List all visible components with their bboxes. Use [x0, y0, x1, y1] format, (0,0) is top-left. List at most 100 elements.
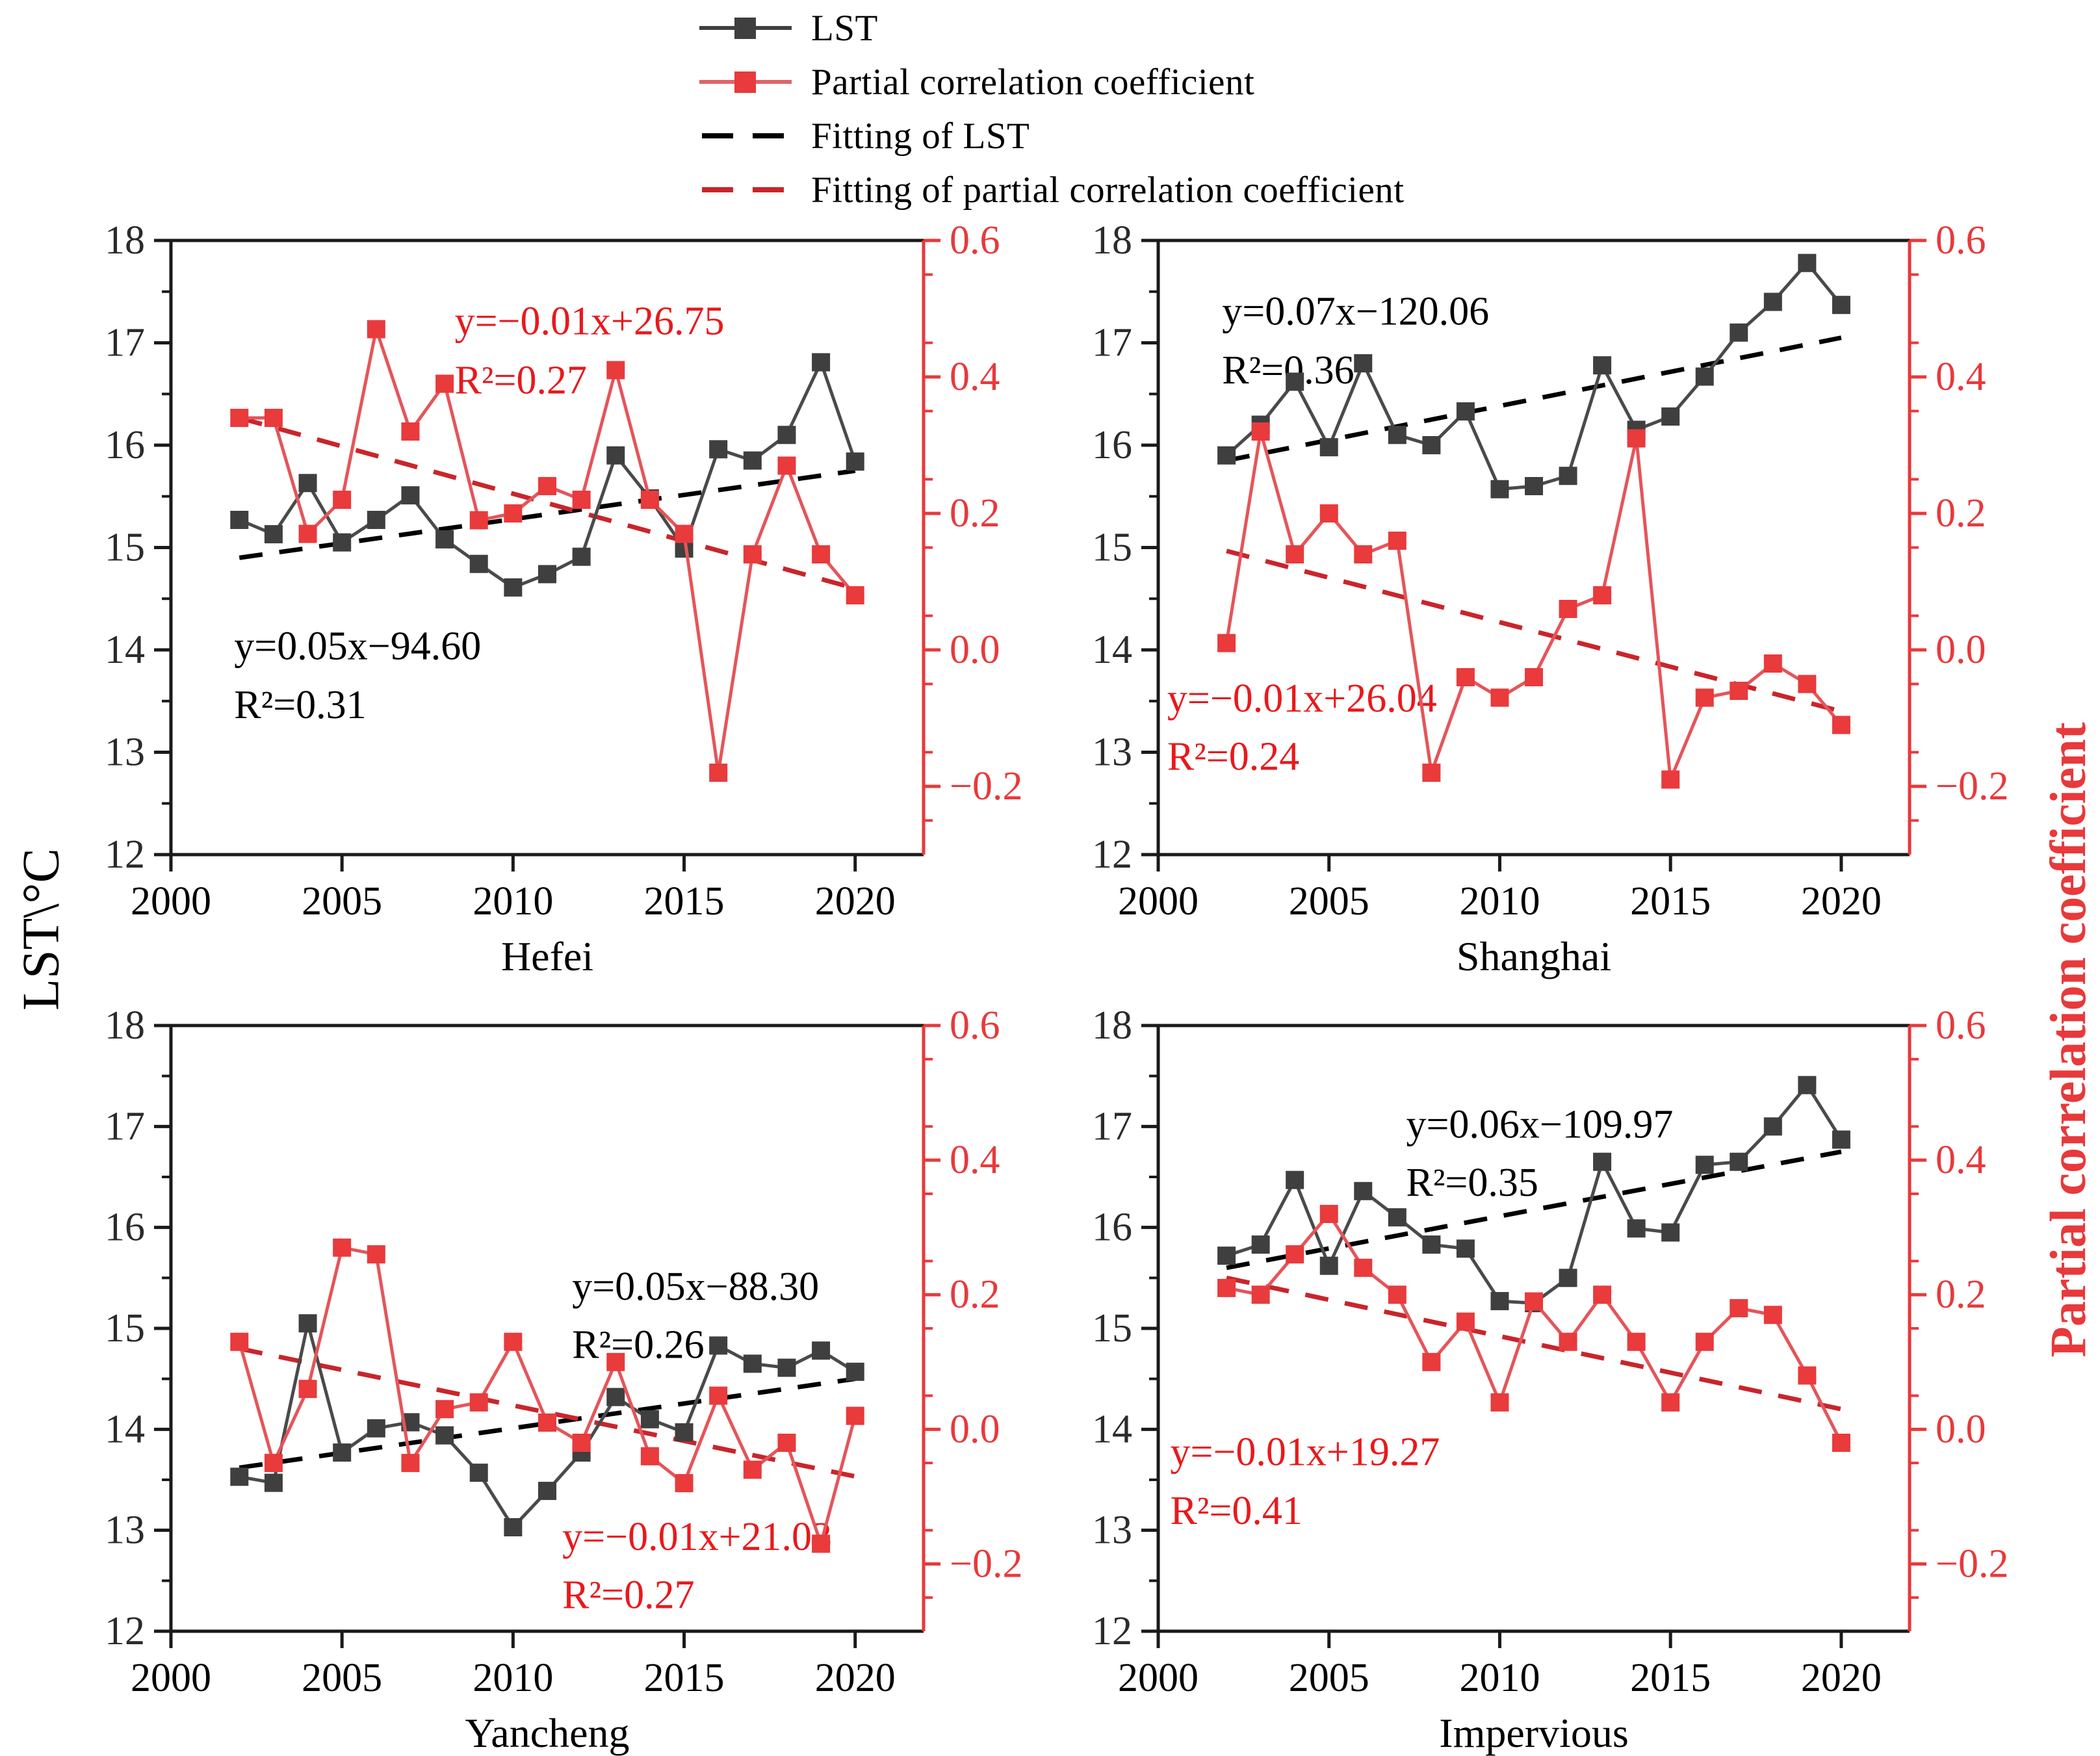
svg-text:2010: 2010 [473, 1656, 553, 1700]
svg-text:17: 17 [1092, 321, 1132, 365]
svg-text:−0.2: −0.2 [950, 764, 1022, 808]
lst-line-marker-icon [699, 18, 792, 39]
svg-text:y=−0.01x+21.03: y=−0.01x+21.03 [562, 1515, 832, 1559]
impervious-pcc-equation: y=−0.01x+19.27 R²=0.41 [1170, 1430, 1440, 1533]
svg-text:R²=0.24: R²=0.24 [1167, 735, 1299, 779]
svg-text:−0.2: −0.2 [950, 1542, 1022, 1586]
svg-text:y=−0.01x+26.75: y=−0.01x+26.75 [455, 300, 725, 344]
hefei-pcc-equation: y=−0.01x+26.75 R²=0.27 [455, 300, 725, 403]
legend-item-lst-fit: Fitting of LST [697, 112, 1405, 160]
legend-item-pcc: Partial correlation coefficient [697, 58, 1405, 106]
svg-text:2000: 2000 [131, 879, 211, 923]
svg-text:2005: 2005 [302, 1656, 382, 1700]
svg-text:12: 12 [105, 833, 145, 877]
svg-text:0.4: 0.4 [950, 355, 1000, 399]
svg-text:2005: 2005 [302, 879, 382, 923]
svg-text:13: 13 [105, 1508, 145, 1553]
svg-text:0.6: 0.6 [1936, 218, 1986, 263]
yancheng-pcc-markers [230, 1238, 864, 1553]
impervious-lst-markers [1217, 1076, 1850, 1313]
svg-text:0.0: 0.0 [1936, 628, 1986, 672]
yancheng-right-axis: 0.6 0.4 0.2 0.0 −0.2 [922, 1003, 1022, 1631]
svg-text:14: 14 [105, 1407, 145, 1451]
svg-text:0.4: 0.4 [950, 1138, 1000, 1182]
shanghai-left-axis: 18 17 16 15 14 13 12 [1092, 218, 1158, 877]
svg-text:R²=0.27: R²=0.27 [562, 1573, 694, 1618]
svg-text:R²=0.27: R²=0.27 [455, 358, 587, 402]
svg-text:0.2: 0.2 [1936, 1272, 1986, 1317]
svg-text:y=−0.01x+26.04: y=−0.01x+26.04 [1167, 677, 1437, 721]
svg-text:14: 14 [105, 628, 145, 672]
hefei-right-axis: 0.6 0.4 0.2 0.0 −0.2 [922, 218, 1022, 855]
svg-text:y=−0.01x+19.27: y=−0.01x+19.27 [1170, 1430, 1440, 1475]
svg-text:17: 17 [105, 1104, 145, 1148]
svg-text:2020: 2020 [815, 879, 896, 923]
svg-text:12: 12 [1092, 1609, 1132, 1653]
svg-text:17: 17 [1092, 1104, 1132, 1148]
impervious-x-axis: 2000 2005 2010 2015 2020 [1118, 1631, 1882, 1700]
svg-text:15: 15 [105, 526, 145, 570]
hefei-lst-markers [230, 353, 864, 597]
svg-text:15: 15 [105, 1306, 145, 1350]
impervious-left-axis: 18 17 16 15 14 13 12 [1092, 1003, 1158, 1653]
legend-label-lst: LST [811, 7, 878, 49]
svg-text:18: 18 [105, 1003, 145, 1048]
svg-text:14: 14 [1092, 1407, 1132, 1451]
hefei-x-axis: 2000 2005 2010 2015 2020 [131, 855, 896, 923]
legend-item-lst: LST [697, 4, 1405, 52]
pcc-line-marker-icon [699, 71, 792, 93]
impervious-lst-equation: y=0.06x−109.97 R²=0.35 [1406, 1102, 1673, 1204]
svg-text:12: 12 [1092, 833, 1132, 877]
hefei-pcc-markers [230, 320, 864, 782]
legend-label-pcc: Partial correlation coefficient [811, 61, 1255, 103]
svg-text:y=0.05x−88.30: y=0.05x−88.30 [572, 1265, 819, 1309]
svg-text:13: 13 [1092, 1508, 1132, 1553]
svg-text:2000: 2000 [1118, 1656, 1199, 1700]
svg-text:2010: 2010 [1459, 1656, 1540, 1700]
hefei-left-axis: 18 17 16 15 14 13 12 [105, 218, 171, 877]
svg-text:0.2: 0.2 [950, 491, 1000, 536]
legend-item-pcc-fit: Fitting of partial correlation coefficie… [697, 166, 1405, 214]
svg-text:−0.2: −0.2 [1936, 764, 2008, 808]
svg-text:18: 18 [1092, 1003, 1132, 1048]
svg-text:0.2: 0.2 [950, 1272, 1000, 1317]
svg-text:2015: 2015 [1630, 879, 1711, 923]
shanghai-panel-title: Shanghai [1457, 933, 1611, 979]
svg-text:2015: 2015 [644, 1656, 725, 1700]
svg-text:0.4: 0.4 [1936, 355, 1986, 399]
svg-text:R²=0.31: R²=0.31 [234, 683, 366, 727]
yancheng-pcc-fit-line [239, 1346, 856, 1479]
yancheng-pcc-equation: y=−0.01x+21.03 R²=0.27 [562, 1515, 832, 1617]
svg-text:18: 18 [105, 218, 145, 263]
yancheng-lst-markers [230, 1314, 864, 1537]
legend-label-lst-fit: Fitting of LST [811, 115, 1030, 157]
svg-text:16: 16 [105, 1206, 145, 1250]
svg-text:y=0.07x−120.06: y=0.07x−120.06 [1222, 289, 1489, 333]
yancheng-x-axis: 2000 2005 2010 2015 2020 [131, 1631, 896, 1700]
shanghai-x-axis: 2000 2005 2010 2015 2020 [1118, 855, 1882, 923]
impervious-pcc-markers [1217, 1204, 1850, 1453]
pcc-fit-dash-icon [702, 187, 784, 192]
svg-text:0.4: 0.4 [1936, 1138, 1986, 1182]
svg-text:12: 12 [105, 1609, 145, 1653]
shanghai-right-axis: 0.6 0.4 0.2 0.0 −0.2 [1908, 218, 2008, 855]
svg-text:0.6: 0.6 [1936, 1003, 1986, 1048]
svg-text:13: 13 [105, 730, 145, 775]
hefei-pcc-fit-line [239, 415, 856, 591]
svg-text:2010: 2010 [1459, 879, 1540, 923]
legend-label-pcc-fit: Fitting of partial correlation coefficie… [811, 169, 1405, 211]
svg-text:2010: 2010 [473, 879, 553, 923]
yancheng-panel-title: Yancheng [465, 1710, 629, 1756]
impervious-panel-title: Impervious [1439, 1710, 1629, 1756]
svg-text:15: 15 [1092, 1306, 1132, 1350]
svg-text:2000: 2000 [1118, 879, 1199, 923]
shanghai-pcc-equation: y=−0.01x+26.04 R²=0.24 [1167, 677, 1437, 779]
svg-text:0.0: 0.0 [950, 1407, 1000, 1451]
svg-text:16: 16 [1092, 1206, 1132, 1250]
svg-text:y=0.05x−94.60: y=0.05x−94.60 [234, 624, 481, 668]
svg-text:0.2: 0.2 [1936, 491, 1986, 536]
hefei-panel-title: Hefei [501, 933, 593, 979]
